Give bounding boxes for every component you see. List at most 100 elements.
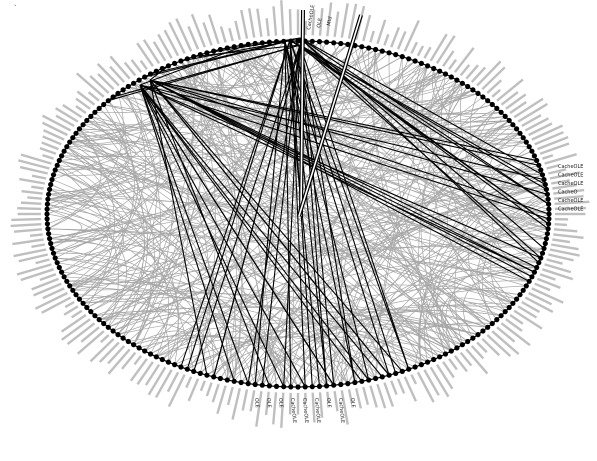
node-label-stub	[97, 73, 115, 91]
graph-node	[231, 378, 237, 384]
graph-node	[84, 117, 90, 124]
hub-layer	[297, 9, 363, 217]
graph-node	[125, 338, 131, 345]
node-label-stub	[362, 386, 370, 405]
highlighted-edge	[299, 37, 543, 176]
highlighted-edge	[139, 84, 550, 220]
node-label-stub	[416, 45, 425, 57]
node-label-stub	[548, 253, 574, 262]
node-label-stub	[304, 392, 307, 403]
highlighted-edge	[261, 44, 301, 386]
graph-node	[309, 384, 315, 390]
faint-edge	[128, 335, 327, 387]
faint-edge	[361, 266, 537, 382]
node-label-stub	[265, 18, 270, 37]
faint-edge	[72, 41, 277, 139]
right-node-label: CacheO	[558, 190, 578, 196]
graph-node	[54, 260, 60, 266]
node-label-stub	[234, 20, 241, 40]
graph-node	[59, 269, 65, 275]
graph-node	[159, 356, 165, 363]
graph-node	[366, 45, 372, 51]
node-label-stub	[123, 61, 137, 77]
node-label-stub	[107, 345, 126, 365]
faint-edge	[227, 47, 543, 254]
node-label-stub	[549, 248, 580, 257]
faint-edge	[220, 49, 458, 349]
node-label-stub	[185, 376, 193, 389]
node-label-stub	[459, 351, 473, 367]
graph-node	[442, 71, 449, 77]
graph-node	[345, 381, 351, 387]
graph-node	[514, 296, 520, 302]
graph-node	[165, 359, 171, 365]
graph-node	[73, 130, 79, 136]
graph-node	[96, 317, 102, 323]
node-label-stub	[542, 154, 554, 160]
node-label-stub	[403, 376, 418, 402]
right-node-label: CacheOLE	[558, 164, 583, 170]
graph-node	[266, 383, 272, 389]
graph-node	[498, 109, 504, 115]
node-label-stub	[500, 91, 519, 106]
graph-node	[231, 44, 237, 50]
faint-edge	[449, 297, 510, 339]
faint-edge	[144, 76, 409, 370]
graph-node	[425, 63, 431, 69]
node-label-stub	[531, 124, 564, 141]
faint-edge	[262, 331, 440, 386]
corner-mark: `	[14, 5, 17, 12]
graph-node	[142, 348, 148, 354]
graph-node	[544, 191, 551, 197]
node-label-stub	[410, 41, 419, 54]
node-label-stub	[133, 355, 143, 366]
graph-node	[379, 48, 385, 54]
graph-node	[49, 245, 55, 251]
graph-node	[545, 226, 551, 232]
graph-node	[245, 381, 251, 387]
graph-node	[259, 40, 265, 46]
highlighted-edge	[299, 37, 549, 205]
node-label-stub	[513, 97, 544, 119]
node-label-stub	[476, 60, 502, 87]
highlighted-edge	[149, 79, 390, 376]
faint-edge	[375, 49, 493, 116]
right-node-label: CacheOLE	[558, 181, 583, 187]
node-label-stub	[531, 287, 564, 304]
node-label-stub	[470, 345, 485, 360]
graph-node	[359, 378, 365, 384]
node-label-stub	[553, 194, 584, 200]
faint-edge	[454, 137, 524, 345]
node-label-stub	[27, 196, 43, 200]
faint-edge	[69, 41, 270, 143]
faint-edge	[168, 45, 245, 104]
graph-node	[373, 46, 379, 53]
highlighted-edge	[284, 41, 370, 381]
faint-edge	[477, 260, 539, 300]
faint-edge	[48, 193, 517, 300]
node-label-stub	[89, 75, 110, 94]
graph-node	[514, 126, 520, 132]
faint-edge	[247, 44, 369, 89]
graph-node	[386, 372, 392, 378]
graph-node	[437, 354, 443, 360]
right-node-label: CacheOLE	[558, 207, 583, 213]
node-label-stub	[517, 102, 548, 123]
graph-node	[147, 71, 154, 77]
graph-node	[465, 338, 471, 345]
graph-node	[92, 109, 98, 115]
graph-node	[502, 309, 508, 315]
graph-node	[92, 313, 98, 319]
graph-node	[485, 324, 491, 330]
faint-edge	[233, 46, 479, 335]
graph-node	[543, 236, 550, 242]
graph-node	[46, 231, 52, 237]
graph-node	[96, 105, 102, 111]
highlighted-edge	[139, 84, 306, 388]
node-label-stub	[537, 277, 561, 289]
node-label-stub	[17, 207, 42, 211]
node-label-stub	[19, 177, 46, 185]
node-label-stub	[288, 9, 292, 36]
faint-edge	[340, 350, 409, 385]
highlighted-edge	[139, 84, 363, 382]
